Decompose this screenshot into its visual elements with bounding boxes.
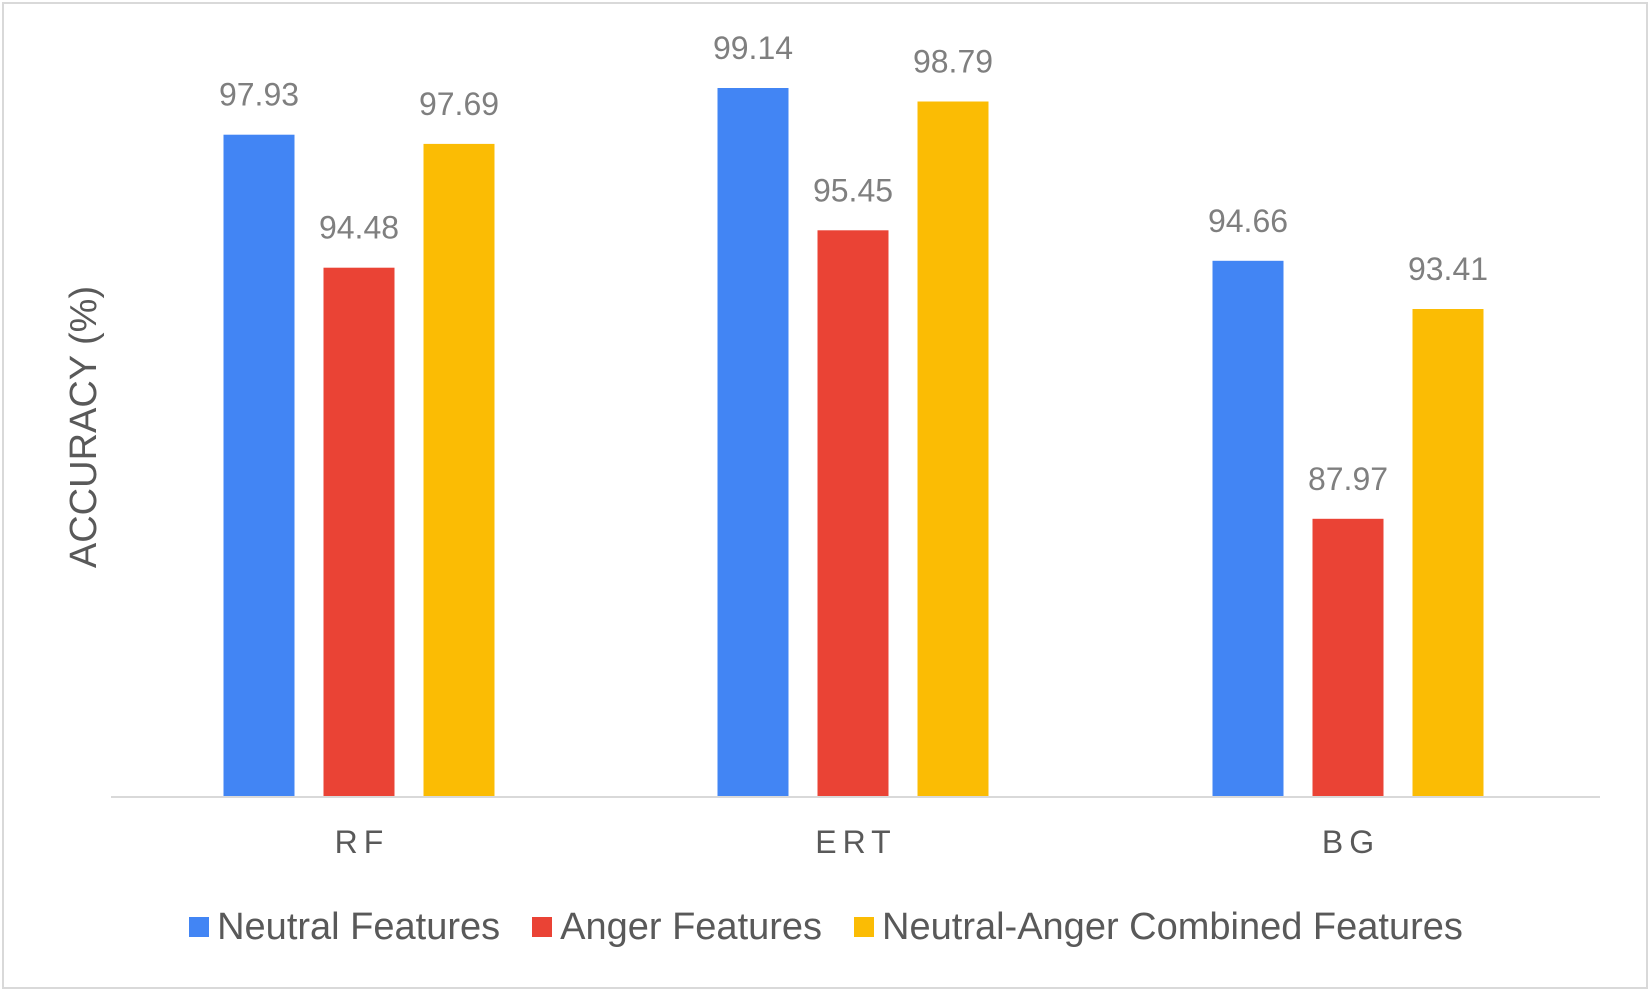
legend-swatch bbox=[854, 917, 875, 937]
category-label-bg: BG bbox=[1322, 824, 1380, 860]
value-label-rf-series-1: 97.93 bbox=[219, 77, 299, 113]
y-axis-title: ACCURACY (%) bbox=[63, 286, 105, 568]
legend-item-series-3: Neutral-Anger Combined Features bbox=[854, 906, 1463, 949]
bar-rf-series-3 bbox=[423, 143, 495, 797]
bar-bg-series-1 bbox=[1212, 260, 1284, 797]
value-labels-layer: 97.93 94.48 97.69 99.14 95.45 98.79 94.66 87.97… bbox=[219, 30, 1488, 497]
legend-swatch bbox=[189, 917, 210, 937]
bar-ert-series-3 bbox=[917, 101, 989, 797]
bar-ert-series-1 bbox=[717, 88, 789, 797]
value-label-ert-series-2: 95.45 bbox=[813, 172, 893, 208]
value-label-rf-series-3: 97.69 bbox=[419, 86, 499, 122]
value-label-rf-series-2: 94.48 bbox=[319, 210, 399, 246]
value-label-ert-series-3: 98.79 bbox=[913, 44, 993, 80]
legend-label: Neutral-Anger Combined Features bbox=[882, 905, 1463, 948]
value-label-bg-series-1: 94.66 bbox=[1208, 203, 1288, 239]
bar-rf-series-1 bbox=[223, 134, 295, 797]
bar-bg-series-3 bbox=[1412, 309, 1484, 797]
bar-bg-series-2 bbox=[1312, 518, 1384, 797]
legend-item-series-2: Anger Features bbox=[532, 906, 822, 949]
value-label-bg-series-3: 93.41 bbox=[1408, 251, 1488, 287]
value-label-bg-series-2: 87.97 bbox=[1308, 461, 1388, 497]
value-label-ert-series-1: 99.14 bbox=[713, 30, 793, 66]
category-labels-layer: RF ERT BG bbox=[335, 824, 1380, 860]
category-label-rf: RF bbox=[335, 824, 390, 860]
legend: Neutral Features Anger Features Neutral-An… bbox=[0, 902, 1652, 952]
bar-rf-series-2 bbox=[323, 267, 395, 797]
bar-ert-series-2 bbox=[817, 230, 889, 798]
legend-label: Neutral Features bbox=[217, 905, 501, 948]
legend-label: Anger Features bbox=[560, 905, 823, 948]
legend-item-series-1: Neutral Features bbox=[189, 906, 500, 949]
legend-swatch bbox=[532, 917, 553, 937]
category-label-ert: ERT bbox=[815, 824, 896, 860]
bars-layer bbox=[223, 88, 1484, 798]
